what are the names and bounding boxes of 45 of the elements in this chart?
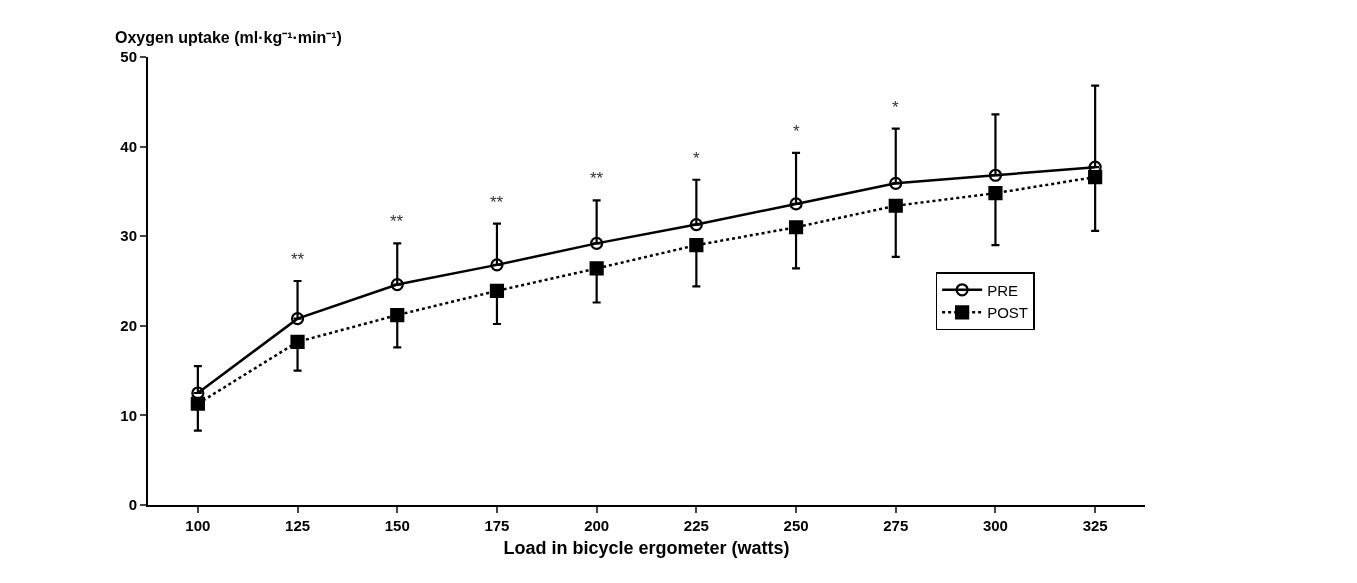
x-tick-label: 300: [982, 517, 1008, 534]
legend-label: POST: [987, 304, 1028, 322]
x-tick-label: 150: [384, 517, 410, 534]
y-axis-title: Oxygen uptake (ml·kg⁻¹·min⁻¹): [115, 29, 342, 46]
y-tick-label: 30: [120, 227, 137, 245]
x-tick-label: 125: [285, 517, 311, 534]
y-tick-label: 20: [120, 317, 137, 335]
x-tick-label: 275: [883, 517, 909, 534]
point: [689, 217, 703, 232]
point: [390, 307, 405, 323]
annotation: *: [892, 98, 899, 117]
point: [988, 186, 1003, 201]
x-tick-label: 175: [484, 517, 510, 534]
point: [789, 197, 803, 211]
annotation: *: [793, 122, 800, 141]
y-tick-label: 0: [128, 496, 137, 514]
annotation: **: [490, 193, 504, 212]
x-tick-label: 325: [1082, 517, 1108, 534]
point: [988, 168, 1003, 182]
point: [489, 283, 505, 298]
annotation: *: [693, 149, 700, 168]
point: [290, 334, 305, 350]
y-tick-label: 40: [120, 137, 137, 155]
x-tick-label: 250: [783, 517, 809, 534]
point: [888, 198, 903, 213]
y-tick-label: 50: [120, 48, 137, 66]
point: [190, 396, 205, 411]
point: [590, 236, 604, 250]
point: [889, 176, 903, 190]
annotation: **: [291, 250, 305, 269]
x-tick-label: 225: [683, 517, 709, 534]
x-tick-label: 100: [185, 517, 211, 534]
point: [390, 277, 404, 292]
legend-label: PRE: [987, 281, 1018, 299]
x-tick-label: 200: [584, 517, 610, 534]
y-tick-label: 10: [120, 406, 137, 424]
x-axis-title: Load in bicycle ergometer (watts): [503, 537, 790, 558]
point: [290, 312, 305, 326]
point: [589, 261, 604, 276]
annotation: **: [390, 212, 404, 231]
point: [788, 220, 804, 235]
point: [689, 238, 704, 253]
annotation: **: [590, 169, 604, 188]
point: [1088, 169, 1103, 185]
point: [490, 258, 504, 272]
